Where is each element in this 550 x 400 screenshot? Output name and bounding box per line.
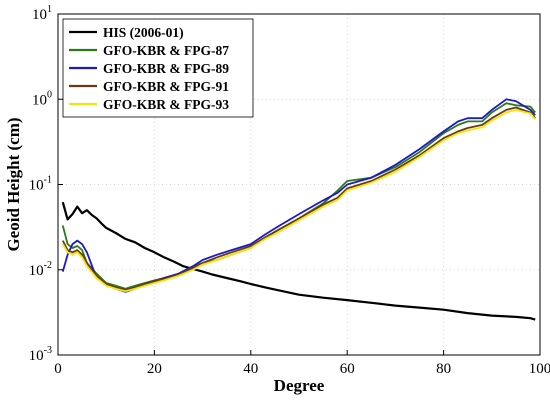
- y-axis-title: Geoid Height (cm): [4, 117, 23, 251]
- y-tick-label-4: 101: [32, 4, 52, 23]
- legend-label-4: GFO-KBR & FPG-93: [103, 97, 229, 112]
- y-tick-label-1: 10-2: [29, 260, 52, 279]
- legend-label-2: GFO-KBR & FPG-89: [103, 61, 229, 76]
- y-tick-label-2: 10-1: [29, 175, 52, 194]
- series-line-0: [61, 201, 536, 321]
- x-axis-title: Degree: [274, 376, 325, 395]
- y-tick-label-0: 10-3: [29, 345, 52, 364]
- series-layer: [61, 98, 536, 321]
- y-axis: 10-3 10-2 10-1 100 101: [29, 4, 63, 364]
- x-tick-label-2: 40: [243, 361, 258, 377]
- x-tick-label-0: 0: [54, 361, 62, 377]
- legend-label-3: GFO-KBR & FPG-91: [103, 79, 229, 94]
- y-tick-label-3: 100: [32, 89, 52, 108]
- legend: HIS (2006-01) GFO-KBR & FPG-87 GFO-KBR & F…: [62, 18, 254, 118]
- series-line-4: [62, 109, 536, 293]
- series-line-2: [61, 98, 536, 293]
- series-line-3: [61, 106, 536, 291]
- x-tick-label-1: 20: [147, 361, 162, 377]
- legend-label-0: HIS (2006-01): [103, 25, 184, 40]
- x-tick-label-3: 60: [340, 361, 355, 377]
- x-tick-label-5: 100: [529, 361, 550, 377]
- legend-label-1: GFO-KBR & FPG-87: [103, 43, 229, 58]
- x-axis: 0 20 40 60 80 100: [54, 350, 550, 377]
- x-tick-label-4: 80: [436, 361, 451, 377]
